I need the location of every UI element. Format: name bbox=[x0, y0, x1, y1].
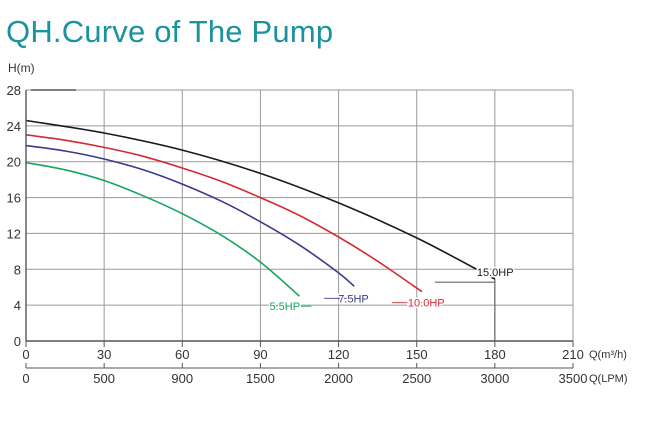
y-tick-label: 16 bbox=[7, 191, 21, 206]
x-tick-label: 150 bbox=[406, 347, 428, 362]
x2-tick-label: 1500 bbox=[246, 371, 275, 386]
x2-tick-label: 900 bbox=[171, 371, 193, 386]
x-axis-unit-label: Q(m³/h) bbox=[589, 349, 627, 361]
x-tick-label: 120 bbox=[328, 347, 350, 362]
x-tick-label: 0 bbox=[22, 347, 29, 362]
x-tick-label: 90 bbox=[253, 347, 267, 362]
x-tick-label: 30 bbox=[97, 347, 111, 362]
x-tick-label: 180 bbox=[484, 347, 506, 362]
axes bbox=[25, 89, 574, 369]
x2-axis-unit-label: Q(LPM) bbox=[589, 373, 628, 385]
x2-tick-label: 3000 bbox=[480, 371, 509, 386]
x2-tick-label: 2500 bbox=[402, 371, 431, 386]
series-label: 5.5HP bbox=[270, 301, 301, 313]
x2-tick-label: 500 bbox=[93, 371, 115, 386]
y-tick-label: 8 bbox=[14, 262, 21, 277]
series-label: 10.0HP bbox=[408, 298, 445, 310]
y-tick-label: 24 bbox=[7, 119, 21, 134]
pump-curves: 5.5HP 7.5HP 10.0HP 15.0HP bbox=[25, 119, 515, 341]
y-tick-label: 28 bbox=[7, 83, 21, 98]
curve-10-0hp bbox=[25, 134, 423, 293]
x-tick-label: 210 bbox=[562, 347, 584, 362]
y-axis-label: H(m) bbox=[8, 61, 35, 75]
axis-labels: 0 4 8 12 16 20 24 28 0 30 60 90 120 150 180 210 0 500 900 1… bbox=[7, 61, 628, 386]
curve-7-5hp bbox=[25, 144, 355, 287]
series-label: 7.5HP bbox=[338, 293, 369, 305]
curve-15-0hp bbox=[25, 119, 496, 280]
chart-title: QH.Curve of The Pump bbox=[6, 14, 334, 49]
y-tick-label: 20 bbox=[7, 155, 21, 170]
x-tick-label: 60 bbox=[175, 347, 189, 362]
y-tick-label: 4 bbox=[14, 298, 21, 313]
series-label: 15.0HP bbox=[477, 267, 514, 279]
x2-tick-label: 2000 bbox=[324, 371, 353, 386]
x2-tick-label: 3500 bbox=[559, 371, 588, 386]
curve-5-5hp bbox=[25, 161, 301, 297]
y-tick-label: 12 bbox=[7, 226, 21, 241]
x2-tick-label: 0 bbox=[22, 371, 29, 386]
y-tick-label: 0 bbox=[14, 334, 21, 349]
